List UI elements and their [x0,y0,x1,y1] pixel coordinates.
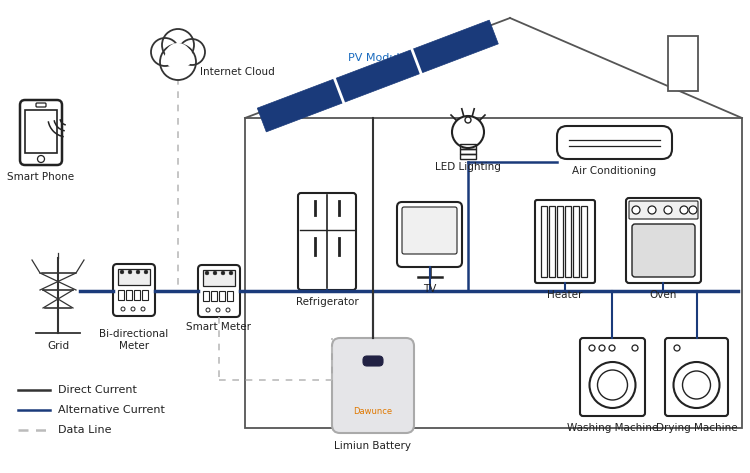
Circle shape [452,116,484,148]
Circle shape [160,44,196,80]
Circle shape [632,206,640,214]
FancyBboxPatch shape [113,264,155,316]
Text: Limiun Battery: Limiun Battery [334,441,412,451]
Text: PV Module: PV Module [348,53,406,63]
Circle shape [128,270,132,274]
Bar [557,206,563,277]
Text: Smart Phone: Smart Phone [8,172,74,182]
Circle shape [136,270,140,274]
Bar [142,290,148,300]
Bar [541,206,547,277]
Circle shape [680,206,688,214]
Circle shape [144,270,148,274]
Bar [211,291,217,301]
FancyBboxPatch shape [397,202,462,267]
FancyBboxPatch shape [626,198,701,283]
Circle shape [162,29,194,61]
Circle shape [165,48,185,68]
FancyBboxPatch shape [402,207,457,254]
FancyBboxPatch shape [363,356,383,366]
Bar [549,206,555,277]
FancyBboxPatch shape [332,338,414,433]
Text: Alternative Current: Alternative Current [58,405,165,415]
Text: Grid: Grid [47,341,69,351]
FancyBboxPatch shape [557,126,672,159]
Bar [573,206,579,277]
FancyBboxPatch shape [535,200,595,283]
Text: Data Line: Data Line [58,425,112,435]
Text: Air Conditioning: Air Conditioning [572,166,656,176]
Text: Dawunce: Dawunce [353,406,392,415]
Bar [203,270,235,286]
Bar [565,206,571,277]
Bar [460,144,476,149]
Circle shape [221,271,225,275]
Bar [219,291,225,301]
Bar [203,291,209,301]
Circle shape [664,206,672,214]
Text: Internet Cloud: Internet Cloud [200,67,274,77]
Text: LED Lighting: LED Lighting [435,162,501,172]
Circle shape [120,270,124,274]
FancyBboxPatch shape [632,224,695,277]
FancyBboxPatch shape [665,338,728,416]
FancyBboxPatch shape [20,100,62,165]
Text: Oven: Oven [650,290,677,300]
Circle shape [206,271,209,275]
Bar [118,290,124,300]
Circle shape [230,271,232,275]
Bar [668,36,698,91]
Bar [25,110,57,153]
Circle shape [213,271,217,275]
Text: TV: TV [423,284,436,294]
FancyBboxPatch shape [629,201,698,219]
Bar [126,290,132,300]
Bar [581,206,587,277]
FancyBboxPatch shape [580,338,645,416]
Bar [460,154,476,159]
Text: Direct Current: Direct Current [58,385,136,395]
Circle shape [179,39,205,65]
Circle shape [689,206,697,214]
Polygon shape [257,20,498,132]
Bar [134,290,140,300]
Bar [227,291,233,301]
Circle shape [151,38,179,66]
FancyBboxPatch shape [298,193,356,290]
Circle shape [648,206,656,214]
Text: Bi-directional
Meter: Bi-directional Meter [99,329,169,350]
Circle shape [165,43,191,69]
Circle shape [173,47,193,67]
Bar [245,118,742,428]
FancyBboxPatch shape [198,265,240,317]
Text: Heater: Heater [548,290,583,300]
Text: Smart Meter: Smart Meter [187,322,251,332]
Text: Refrigerator: Refrigerator [296,297,358,307]
Bar [460,149,476,154]
Text: Drying Machine: Drying Machine [656,423,737,433]
Text: Washing Machine: Washing Machine [567,423,658,433]
Bar [118,269,150,285]
